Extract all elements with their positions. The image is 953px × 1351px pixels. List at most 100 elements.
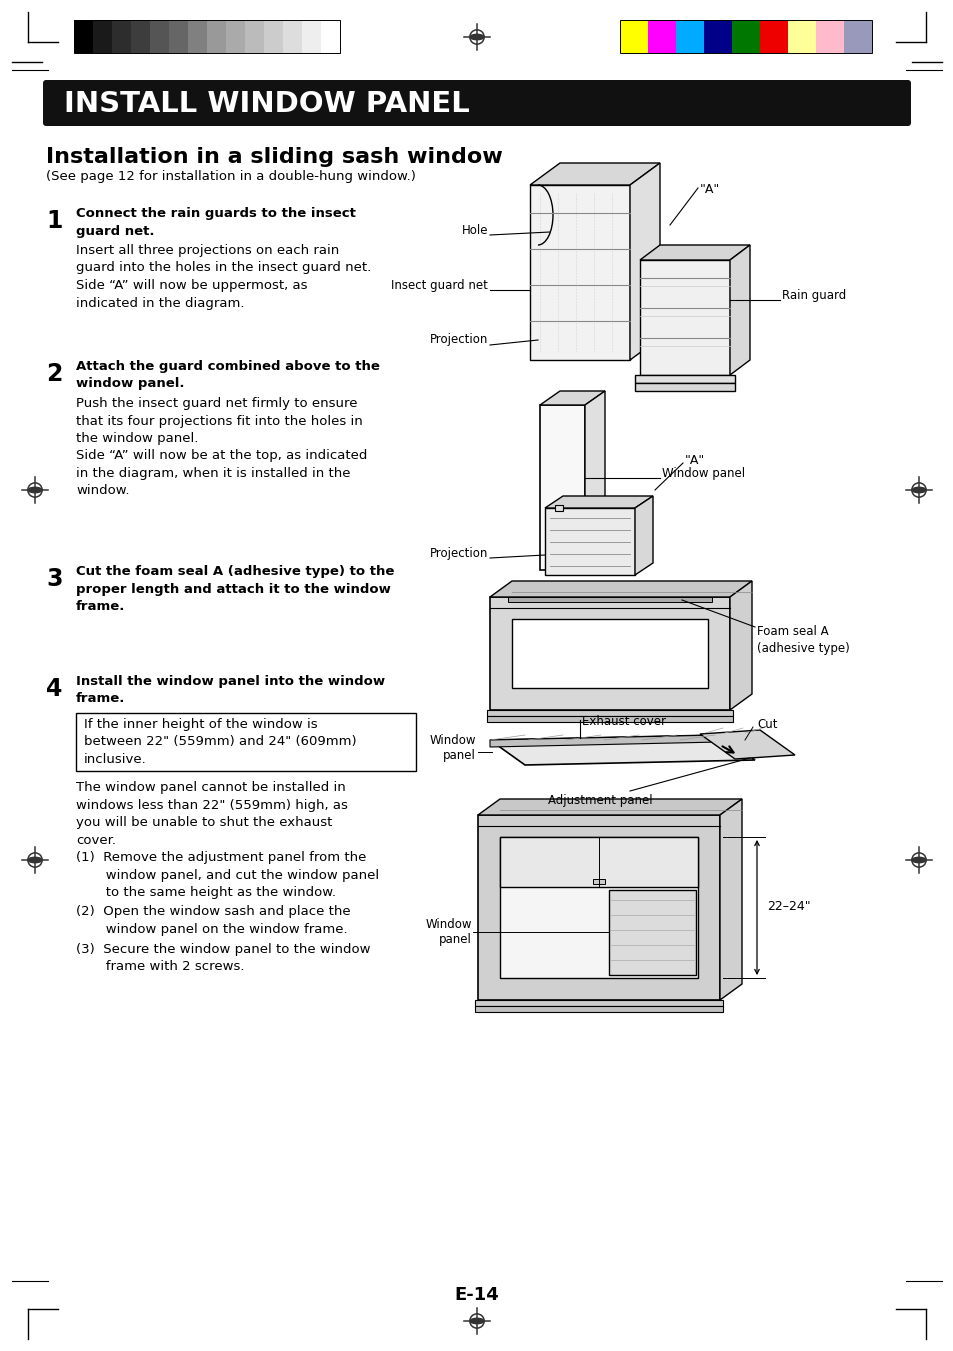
- Text: E-14: E-14: [455, 1286, 498, 1304]
- Text: Install the window panel into the window
frame.: Install the window panel into the window…: [76, 676, 385, 705]
- Text: INSTALL WINDOW PANEL: INSTALL WINDOW PANEL: [64, 91, 469, 118]
- Bar: [676, 20, 703, 53]
- Text: The window panel cannot be installed in
windows less than 22" (559mm) high, as
y: The window panel cannot be installed in …: [76, 781, 348, 847]
- Polygon shape: [635, 496, 652, 576]
- Polygon shape: [729, 581, 751, 711]
- Text: Rain guard: Rain guard: [781, 289, 845, 301]
- Bar: [639, 259, 729, 376]
- Bar: [512, 619, 707, 688]
- Bar: [76, 713, 416, 771]
- Ellipse shape: [29, 858, 42, 863]
- Text: 3: 3: [46, 567, 63, 590]
- Polygon shape: [584, 390, 604, 570]
- Polygon shape: [539, 390, 604, 405]
- Bar: [530, 185, 629, 359]
- Polygon shape: [700, 730, 794, 759]
- Bar: [320, 20, 339, 53]
- Text: "A": "A": [700, 182, 720, 196]
- Bar: [703, 20, 731, 53]
- Text: If the inner height of the window is
between 22" (559mm) and 24" (609mm)
inclusi: If the inner height of the window is bet…: [84, 717, 356, 766]
- Text: Exhaust cover: Exhaust cover: [581, 715, 665, 728]
- Bar: [486, 711, 732, 716]
- Text: Attach the guard combined above to the
window panel.: Attach the guard combined above to the w…: [76, 359, 379, 390]
- Bar: [92, 20, 112, 53]
- Bar: [475, 1000, 722, 1006]
- Ellipse shape: [470, 1319, 483, 1324]
- Text: (See page 12 for installation in a double-hung window.): (See page 12 for installation in a doubl…: [46, 170, 416, 182]
- Bar: [507, 597, 711, 603]
- Polygon shape: [490, 735, 754, 765]
- Ellipse shape: [470, 34, 483, 39]
- Bar: [815, 20, 843, 53]
- Text: 1: 1: [46, 209, 62, 232]
- Text: 4: 4: [46, 677, 62, 701]
- Bar: [499, 838, 698, 978]
- Text: Foam seal A
(adhesive type): Foam seal A (adhesive type): [757, 626, 849, 655]
- Text: Cut: Cut: [757, 717, 777, 731]
- Polygon shape: [729, 245, 749, 376]
- FancyBboxPatch shape: [43, 80, 910, 126]
- Text: Window
panel: Window panel: [429, 734, 476, 762]
- Text: (1)  Remove the adjustment panel from the
       window panel, and cut the windo: (1) Remove the adjustment panel from the…: [76, 851, 378, 898]
- Text: "A": "A": [684, 454, 704, 466]
- Ellipse shape: [911, 858, 924, 863]
- Bar: [760, 20, 787, 53]
- Bar: [539, 405, 584, 570]
- Text: (3)  Secure the window panel to the window
       frame with 2 screws.: (3) Secure the window panel to the windo…: [76, 943, 370, 974]
- Bar: [283, 20, 302, 53]
- Bar: [499, 838, 698, 888]
- Bar: [555, 505, 562, 511]
- Bar: [635, 376, 734, 382]
- Polygon shape: [530, 163, 659, 185]
- Text: Connect the rain guards to the insect
guard net.: Connect the rain guards to the insect gu…: [76, 207, 355, 238]
- Bar: [264, 20, 283, 53]
- Bar: [477, 815, 720, 1000]
- Bar: [169, 20, 188, 53]
- Text: Hole: Hole: [461, 223, 488, 236]
- Text: Insert all three projections on each rain
guard into the holes in the insect gua: Insert all three projections on each rai…: [76, 245, 371, 309]
- Text: 2: 2: [46, 362, 62, 386]
- Bar: [475, 1006, 722, 1012]
- Text: Projection: Projection: [429, 547, 488, 559]
- Bar: [302, 20, 320, 53]
- Bar: [188, 20, 207, 53]
- Polygon shape: [490, 735, 720, 747]
- Ellipse shape: [29, 488, 42, 493]
- Text: Installation in a sliding sash window: Installation in a sliding sash window: [46, 147, 502, 168]
- Polygon shape: [477, 798, 741, 815]
- Bar: [74, 20, 92, 53]
- Bar: [490, 597, 729, 711]
- Bar: [843, 20, 871, 53]
- Polygon shape: [720, 798, 741, 1000]
- Polygon shape: [629, 163, 659, 359]
- Bar: [731, 20, 760, 53]
- Bar: [619, 20, 647, 53]
- Text: Window
panel: Window panel: [425, 917, 472, 947]
- Text: 22–24": 22–24": [766, 901, 810, 913]
- Bar: [74, 20, 339, 53]
- Bar: [635, 382, 734, 390]
- Bar: [245, 20, 264, 53]
- Text: Push the insect guard net firmly to ensure
that its four projections fit into th: Push the insect guard net firmly to ensu…: [76, 397, 367, 497]
- Bar: [787, 20, 815, 53]
- Ellipse shape: [911, 488, 924, 493]
- Bar: [131, 20, 150, 53]
- Polygon shape: [639, 245, 749, 259]
- Bar: [112, 20, 131, 53]
- Polygon shape: [490, 581, 751, 597]
- Bar: [544, 508, 635, 576]
- Bar: [207, 20, 226, 53]
- Bar: [619, 20, 871, 53]
- Polygon shape: [544, 496, 652, 508]
- Text: Projection: Projection: [429, 334, 488, 346]
- Text: Insect guard net: Insect guard net: [391, 278, 488, 292]
- Bar: [486, 716, 732, 721]
- Bar: [150, 20, 169, 53]
- Bar: [226, 20, 245, 53]
- Text: Adjustment panel: Adjustment panel: [547, 794, 652, 807]
- Bar: [647, 20, 676, 53]
- Text: Window panel: Window panel: [661, 466, 744, 480]
- Text: (2)  Open the window sash and place the
       window panel on the window frame.: (2) Open the window sash and place the w…: [76, 905, 351, 935]
- Text: Cut the foam seal A (adhesive type) to the
proper length and attach it to the wi: Cut the foam seal A (adhesive type) to t…: [76, 565, 394, 613]
- Bar: [608, 890, 696, 975]
